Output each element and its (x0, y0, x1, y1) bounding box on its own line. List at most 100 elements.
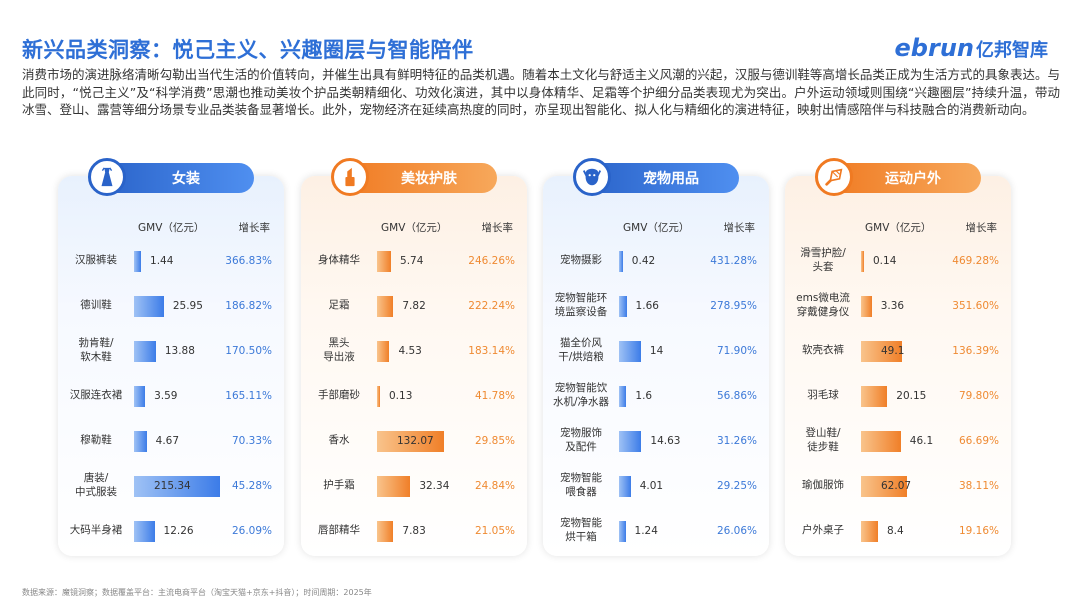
category-label: 香水 (328, 434, 350, 446)
chart-row: 登山鞋/徒步鞋 46.1 66.69% (785, 422, 1011, 458)
gmv-value-label: 7.83 (402, 525, 426, 537)
category-label: 汉服连衣裙 (69, 389, 123, 401)
chart-row: 手部磨砂 0.13 41.78% (301, 377, 527, 413)
growth-rate-label: 183.14% (468, 345, 515, 357)
gmv-value-label: 5.74 (400, 255, 424, 267)
card-title: 宠物用品 (643, 171, 699, 187)
growth-rate-label: 165.11% (225, 390, 272, 402)
gmv-bar (377, 386, 380, 407)
category-label: 瑜伽服饰 (802, 479, 844, 491)
growth-rate-label: 431.28% (710, 255, 757, 267)
gmv-value-label: 0.13 (389, 390, 413, 402)
category-label: 穆勒鞋 (80, 434, 112, 446)
gmv-bar (377, 521, 394, 542)
gmv-value-label: 49.1 (881, 345, 905, 357)
gmv-bar (619, 341, 641, 362)
category-label: ems微电流 穿戴健身仪 (796, 292, 850, 318)
gmv-column-header: GMV（亿元） (865, 222, 932, 234)
gmv-value-label: 1.44 (150, 255, 174, 267)
gmv-bar (377, 296, 394, 317)
dress-icon (88, 158, 126, 196)
card-sports-outdoor: 运动户外 GMV（亿元） 增长率 滑雪护脸/头套 0.14 469.28% ems微电… (785, 158, 1011, 556)
growth-column-header: 增长率 (481, 222, 514, 234)
gmv-value-label: 46.1 (909, 435, 934, 447)
gmv-value-label: 1.6 (635, 390, 653, 402)
card-pet-supplies: 宠物用品 GMV（亿元） 增长率 宠物摄影 0.42 431.28% 宠物智能环 境监察… (543, 158, 769, 556)
gmv-value-label: 8.4 (886, 525, 904, 537)
growth-rate-label: 469.28% (952, 255, 999, 267)
gmv-bar (619, 386, 627, 407)
card-title: 女装 (172, 171, 200, 187)
category-label: 足霜 (328, 299, 350, 311)
category-label: 宠物智能环 境监察设备 (554, 292, 608, 318)
growth-rate-label: 222.24% (468, 300, 515, 312)
gmv-value-label: 12.26 (163, 525, 194, 537)
category-label: 登山鞋/徒步鞋 (805, 427, 841, 453)
gmv-value-label: 3.59 (154, 390, 178, 402)
gmv-value-label: 1.24 (634, 525, 658, 537)
gmv-bar (377, 341, 390, 362)
category-label: 黑头 导出液 (323, 337, 355, 363)
brand-logo: ebrun 亿邦智库 (895, 34, 1048, 62)
chart-row: 德训鞋 25.95 186.82% (58, 287, 284, 323)
card-womens-wear: 女装 GMV（亿元） 增长率 汉服裤装 1.44 366.83% 德训鞋 25.95 18… (58, 158, 284, 556)
gmv-bar (377, 431, 445, 452)
growth-rate-label: 38.11% (958, 480, 999, 492)
gmv-value-label: 13.88 (164, 345, 195, 357)
gmv-value-label: 20.15 (896, 390, 927, 402)
chart-row: 宠物智能环 境监察设备 1.66 278.95% (543, 287, 769, 323)
shuttlecock-icon (815, 158, 853, 196)
chart-row: 汉服连衣裙 3.59 165.11% (58, 377, 284, 413)
gmv-bar (861, 431, 901, 452)
growth-rate-label: 71.90% (716, 345, 757, 357)
gmv-bar (134, 296, 164, 317)
gmv-bar (619, 251, 623, 272)
logo-en: ebrun (894, 34, 974, 62)
gmv-column-header: GMV（亿元） (138, 222, 205, 234)
growth-rate-label: 26.09% (231, 525, 272, 537)
gmv-bar (861, 386, 888, 407)
category-label: 身体精华 (318, 254, 360, 266)
gmv-value-label: 132.07 (397, 435, 434, 447)
chart-row: 汉服裤装 1.44 366.83% (58, 242, 284, 278)
gmv-bar (134, 476, 220, 497)
chart-row: 穆勒鞋 4.67 70.33% (58, 422, 284, 458)
growth-rate-label: 66.69% (958, 435, 999, 447)
gmv-value-label: 1.66 (635, 300, 659, 312)
data-source-note: 数据来源：魔镜洞察；数据覆盖平台：主流电商平台（淘宝天猫+京东+抖音）；时间周期… (22, 588, 372, 597)
gmv-column-header: GMV（亿元） (623, 222, 690, 234)
gmv-bar (134, 251, 142, 272)
chart-row: 羽毛球 20.15 79.80% (785, 377, 1011, 413)
gmv-bar (134, 431, 147, 452)
growth-column-header: 增长率 (723, 222, 756, 234)
growth-rate-label: 19.16% (958, 525, 999, 537)
gmv-bar (619, 476, 631, 497)
logo-cn: 亿邦智库 (976, 40, 1048, 61)
category-label: 手部磨砂 (318, 389, 360, 401)
gmv-value-label: 14.63 (650, 435, 681, 447)
gmv-bar (619, 296, 627, 317)
category-label: 宠物智能 烘干箱 (560, 517, 602, 543)
gmv-value-label: 0.42 (631, 255, 656, 267)
gmv-bar (377, 251, 392, 272)
gmv-bar (134, 386, 146, 407)
chart-row: 大码半身裙 12.26 26.09% (58, 512, 284, 548)
chart-row: 唇部精华 7.83 21.05% (301, 512, 527, 548)
gmv-value-label: 215.34 (154, 480, 191, 492)
page-title: 新兴品类洞察：悦己主义、兴趣圈层与智能陪伴 (22, 38, 474, 62)
category-label: 宠物智能饮 水机/净水器 (552, 382, 610, 408)
gmv-bar (377, 476, 411, 497)
category-label: 护手霜 (323, 479, 355, 491)
category-label: 唇部精华 (318, 524, 360, 536)
growth-rate-label: 26.06% (716, 525, 757, 537)
category-label: 羽毛球 (807, 389, 839, 401)
gmv-value-label: 4.01 (639, 480, 664, 492)
category-label: 唐装/中式服装 (75, 472, 117, 498)
category-label: 宠物摄影 (560, 254, 602, 266)
chart-row: 足霜 7.82 222.24% (301, 287, 527, 323)
growth-rate-label: 24.84% (474, 480, 515, 492)
chart-row: 宠物服饰 及配件 14.63 31.26% (543, 422, 769, 458)
category-label: 宠物智能 喂食器 (560, 472, 602, 498)
chart-row: ems微电流 穿戴健身仪 3.36 351.60% (785, 287, 1011, 323)
gmv-column-header: GMV（亿元） (381, 222, 448, 234)
